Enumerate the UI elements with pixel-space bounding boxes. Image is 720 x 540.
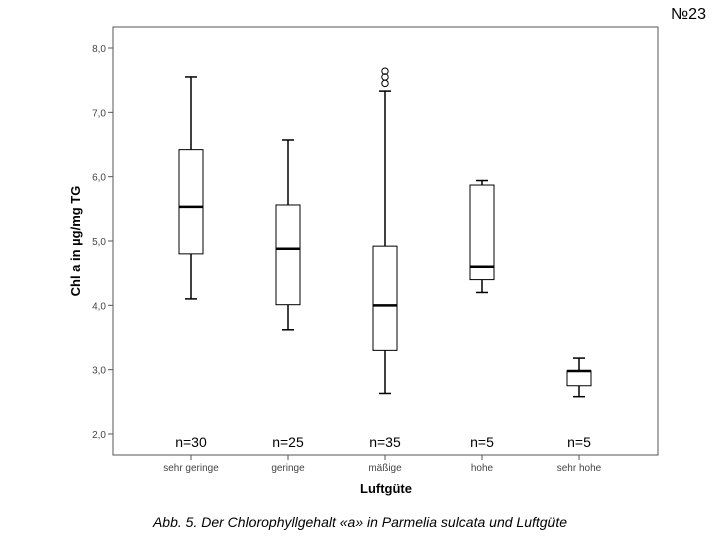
x-axis: sehr geringe geringe mäßige hohe sehr hohe: [163, 455, 602, 474]
outlier-point: [381, 73, 389, 81]
count-label: n=35: [369, 434, 401, 450]
x-tick-label: geringe: [271, 463, 305, 474]
y-tick-label: 4,0: [92, 301, 106, 312]
y-tick-label: 6,0: [92, 173, 106, 184]
iqr-box: [566, 370, 592, 387]
outlier-point: [381, 79, 389, 88]
box-group: n=30 n=25 n=35 n=5 n=5: [175, 67, 592, 450]
iqr-box: [372, 245, 398, 351]
x-tick-label: sehr hohe: [557, 463, 602, 474]
figure-caption: Abb. 5. Der Chlorophyllgehalt «a» in Par…: [152, 514, 568, 530]
page-number: №23: [671, 6, 706, 23]
iqr-box: [275, 204, 301, 306]
iqr-box: [178, 149, 204, 255]
count-label: n=25: [272, 434, 304, 450]
count-label: n=5: [470, 434, 494, 450]
count-label: n=5: [567, 434, 591, 450]
y-tick-label: 5,0: [92, 237, 106, 248]
x-tick-label: sehr geringe: [163, 463, 219, 474]
outlier-point: [381, 67, 389, 75]
x-tick-label: mäßige: [368, 463, 402, 474]
y-tick-label: 3,0: [92, 366, 106, 377]
iqr-box: [469, 184, 495, 281]
y-tick-label: 2,0: [92, 430, 106, 441]
y-tick-label: 7,0: [92, 108, 106, 119]
count-label: n=30: [175, 434, 207, 450]
y-axis: 2,0 3,0 4,0 5,0 6,0 7,0 8,0: [92, 44, 113, 441]
y-axis-title: Chl a in µg/mg TG: [68, 186, 83, 297]
y-tick-label: 8,0: [92, 44, 106, 55]
boxplot-chart: 2,0 3,0 4,0 5,0 6,0 7,0 8,0 n=30 n=25 n=35 n=5 n=5…: [68, 26, 659, 496]
x-axis-title: Luftgüte: [360, 481, 412, 496]
x-tick-label: hohe: [471, 463, 494, 474]
